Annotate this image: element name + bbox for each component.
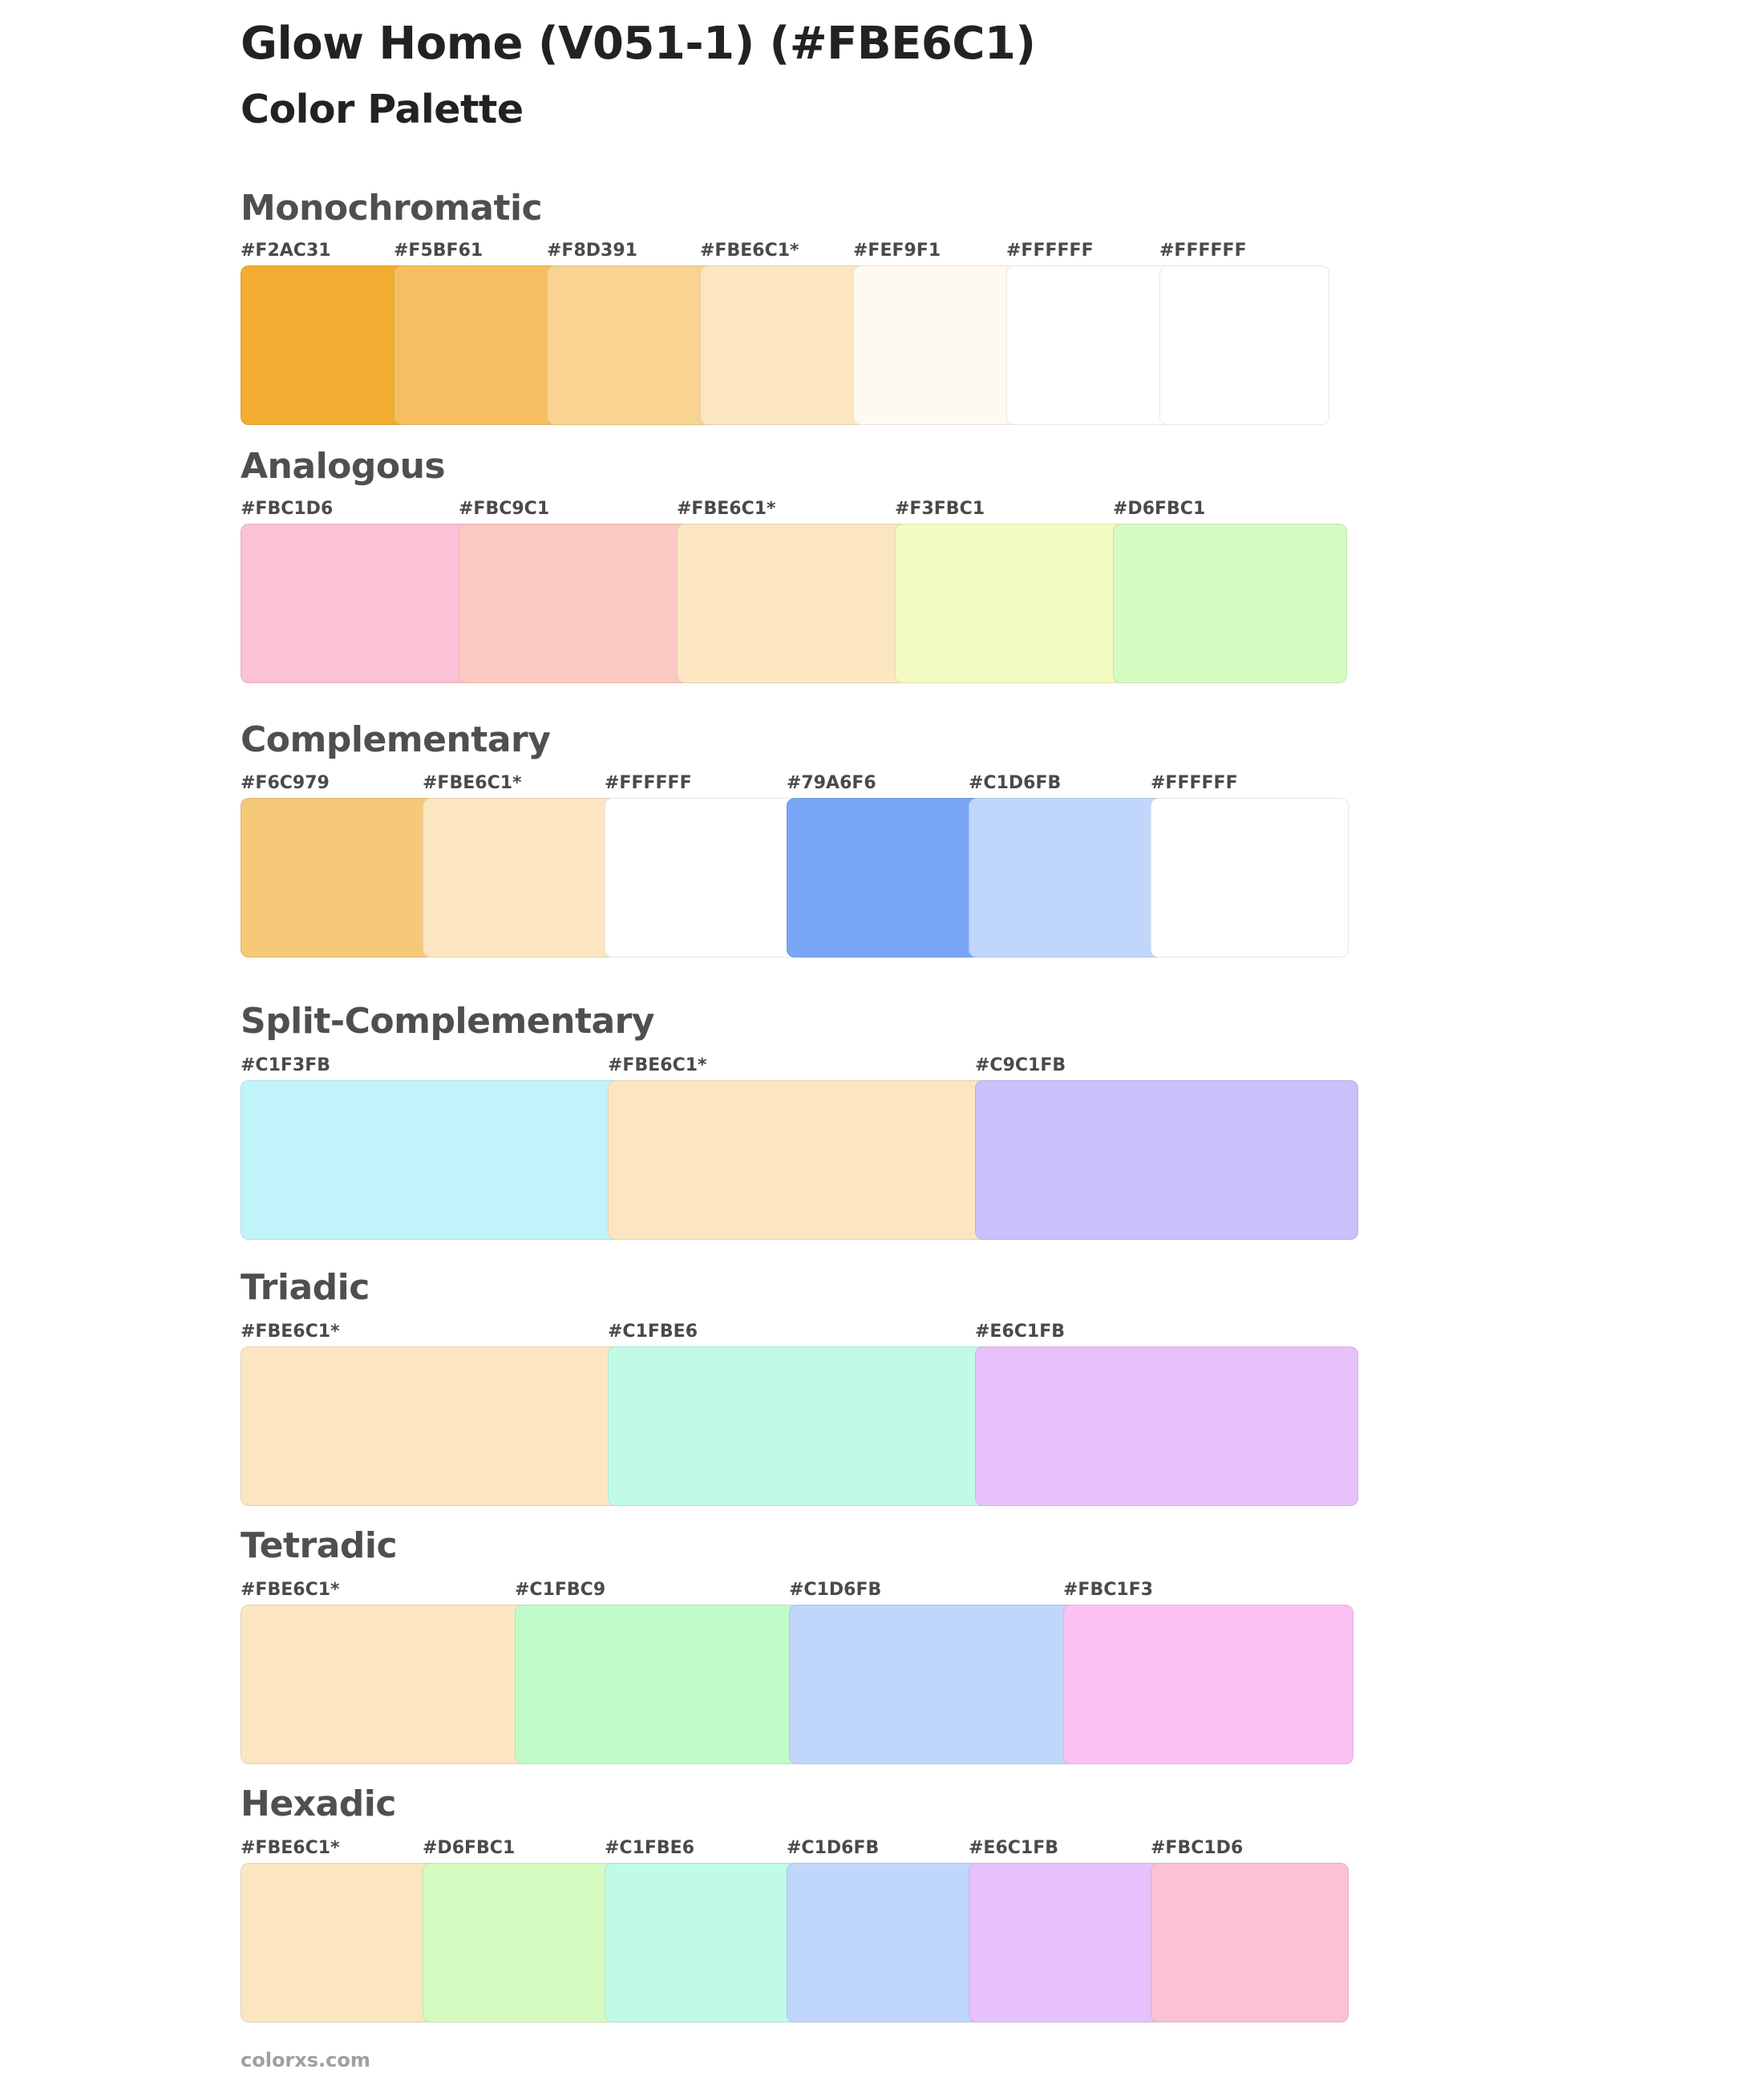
swatch-hex-label: #FFFFFF — [1006, 241, 1094, 261]
swatch-hex-label: #D6FBC1 — [1113, 499, 1206, 519]
swatch-hex-label: #F5BF61 — [394, 241, 483, 261]
color-chip[interactable] — [241, 1080, 625, 1240]
color-chip[interactable] — [1151, 1863, 1349, 2022]
swatch-hex-label: #C1F3FB — [241, 1055, 331, 1075]
palette-section-title: Split-Complementary — [241, 1001, 655, 1042]
palette-section-title: Tetradic — [241, 1525, 398, 1566]
swatch-hex-label: #E6C1FB — [975, 1322, 1066, 1342]
swatch-hex-label: #C1FBC9 — [515, 1580, 606, 1600]
color-chip[interactable] — [241, 798, 440, 957]
swatch-hex-label: #FBC1F3 — [1063, 1580, 1154, 1600]
swatch-hex-label: #FFFFFF — [1151, 773, 1238, 793]
color-chip[interactable] — [969, 1863, 1168, 2022]
palette-section-title: Hexadic — [241, 1783, 396, 1824]
swatch-hex-label: #FFFFFF — [605, 773, 692, 793]
swatch-hex-label: #C1D6FB — [969, 773, 1062, 793]
swatch-hex-label: #C1FBE6 — [605, 1838, 695, 1858]
color-chip[interactable] — [789, 1605, 1081, 1764]
swatch-hex-label: #F6C979 — [241, 773, 330, 793]
color-chip[interactable] — [1113, 524, 1347, 683]
color-chip[interactable] — [969, 798, 1168, 957]
color-chip[interactable] — [241, 1346, 625, 1506]
swatch-hex-label: #C1D6FB — [787, 1838, 880, 1858]
color-chip[interactable] — [423, 1863, 622, 2022]
swatch-hex-label: #F3FBC1 — [895, 499, 985, 519]
color-chip[interactable] — [241, 524, 476, 683]
color-chip[interactable] — [700, 265, 871, 425]
swatch-hex-label: #FFFFFF — [1159, 241, 1247, 261]
swatch-hex-label: #FBE6C1* — [241, 1580, 340, 1600]
color-chip[interactable] — [1151, 798, 1349, 957]
swatch-hex-label: #FBE6C1* — [423, 773, 522, 793]
color-chip[interactable] — [1063, 1605, 1353, 1764]
swatch-hex-label: #F8D391 — [547, 241, 637, 261]
swatch-hex-label: #E6C1FB — [969, 1838, 1059, 1858]
swatch-hex-label: #C1FBE6 — [608, 1322, 698, 1342]
swatch-hex-label: #FBC1D6 — [1151, 1838, 1244, 1858]
palette-section-title: Complementary — [241, 719, 551, 760]
color-chip[interactable] — [853, 265, 1024, 425]
color-chip[interactable] — [241, 1863, 440, 2022]
color-chip[interactable] — [677, 524, 912, 683]
color-chip[interactable] — [975, 1080, 1358, 1240]
swatch-hex-label: #FBC9C1 — [459, 499, 550, 519]
color-chip[interactable] — [1006, 265, 1177, 425]
color-chip[interactable] — [608, 1080, 993, 1240]
palette-section-title: Analogous — [241, 446, 446, 487]
color-chip[interactable] — [975, 1346, 1358, 1506]
swatch-hex-label: #79A6F6 — [787, 773, 876, 793]
swatch-hex-label: #FBE6C1* — [700, 241, 799, 261]
color-chip[interactable] — [605, 1863, 804, 2022]
site-footer-link[interactable]: colorxs.com — [241, 2049, 370, 2071]
swatch-hex-label: #FBC1D6 — [241, 499, 334, 519]
palette-section-title: Monochromatic — [241, 188, 543, 229]
color-chip[interactable] — [787, 1863, 986, 2022]
page-subtitle: Color Palette — [241, 87, 524, 132]
swatch-hex-label: #FBE6C1* — [241, 1838, 340, 1858]
color-chip[interactable] — [423, 798, 622, 957]
color-chip[interactable] — [787, 798, 986, 957]
color-chip[interactable] — [547, 265, 718, 425]
color-chip[interactable] — [241, 265, 411, 425]
swatch-hex-label: #FBE6C1* — [677, 499, 776, 519]
color-chip[interactable] — [605, 798, 804, 957]
color-chip[interactable] — [241, 1605, 532, 1764]
color-chip[interactable] — [459, 524, 694, 683]
swatch-hex-label: #FBE6C1* — [608, 1055, 707, 1075]
color-chip[interactable] — [515, 1605, 807, 1764]
swatch-hex-label: #C9C1FB — [975, 1055, 1066, 1075]
color-chip[interactable] — [608, 1346, 993, 1506]
palette-section-title: Triadic — [241, 1267, 370, 1308]
swatch-hex-label: #C1D6FB — [789, 1580, 882, 1600]
swatch-hex-label: #F2AC31 — [241, 241, 331, 261]
swatch-hex-label: #FBE6C1* — [241, 1322, 340, 1342]
color-chip[interactable] — [895, 524, 1131, 683]
swatch-hex-label: #D6FBC1 — [423, 1838, 516, 1858]
color-chip[interactable] — [394, 265, 564, 425]
swatch-hex-label: #FEF9F1 — [853, 241, 941, 261]
color-chip[interactable] — [1159, 265, 1329, 425]
page-title: Glow Home (V051-1) (#FBE6C1) — [241, 18, 1036, 70]
